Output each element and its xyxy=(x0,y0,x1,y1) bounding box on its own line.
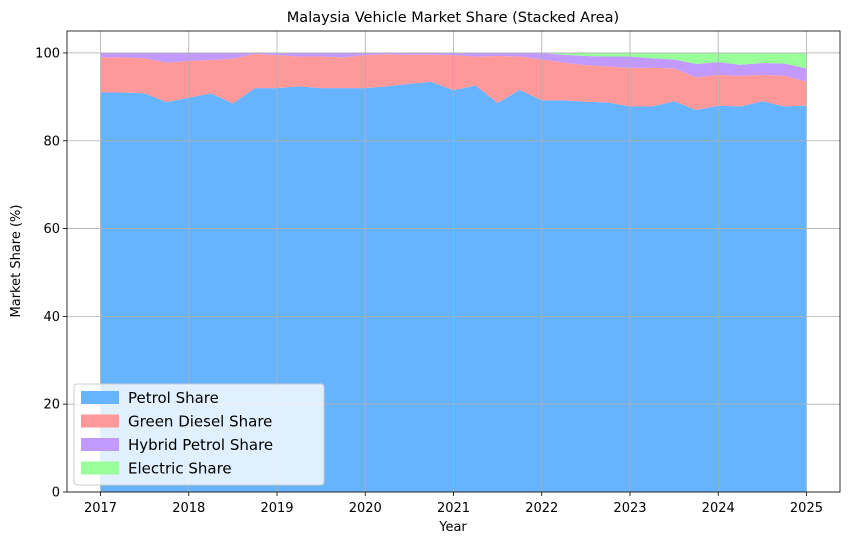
legend-label-petrol-share: Petrol Share xyxy=(128,389,219,407)
legend-swatch-green-diesel-share xyxy=(81,414,119,428)
y-tick-label: 60 xyxy=(43,222,60,237)
y-tick-label: 0 xyxy=(52,486,60,501)
y-tick-label: 40 xyxy=(43,310,60,325)
legend-label-electric-share: Electric Share xyxy=(128,460,232,478)
legend-swatch-petrol-share xyxy=(81,391,119,404)
legend-label-hybrid-petrol-share: Hybrid Petrol Share xyxy=(128,436,273,454)
x-tick-label: 2022 xyxy=(525,501,558,516)
x-tick-label: 2023 xyxy=(613,501,646,516)
legend: Petrol Share Green Diesel Share Hybrid Pet… xyxy=(73,383,325,486)
y-axis-label: Market Share (%) xyxy=(9,205,24,318)
y-tick-label: 100 xyxy=(35,46,60,61)
x-tick-label: 2017 xyxy=(84,501,117,516)
x-axis-ticks: 2017 2018 2019 2020 2021 2022 2023 2024 2025 xyxy=(84,492,823,516)
y-tick-label: 80 xyxy=(43,134,60,149)
y-axis-ticks: 0 20 40 60 80 100 xyxy=(35,46,67,501)
y-tick-label: 20 xyxy=(43,398,60,413)
x-tick-label: 2024 xyxy=(702,501,735,516)
x-tick-label: 2025 xyxy=(790,501,823,516)
x-tick-label: 2018 xyxy=(172,501,205,516)
legend-swatch-electric-share xyxy=(81,461,119,475)
x-axis-label: Year xyxy=(438,520,467,535)
x-tick-label: 2021 xyxy=(437,501,470,516)
x-tick-label: 2019 xyxy=(260,501,293,516)
legend-box xyxy=(73,383,325,486)
legend-label-green-diesel-share: Green Diesel Share xyxy=(128,413,272,431)
x-tick-label: 2020 xyxy=(349,501,382,516)
area-electric-share xyxy=(100,52,807,69)
chart-title: Malaysia Vehicle Market Share (Stacked A… xyxy=(287,10,619,26)
legend-swatch-hybrid-petrol-share xyxy=(81,438,119,451)
